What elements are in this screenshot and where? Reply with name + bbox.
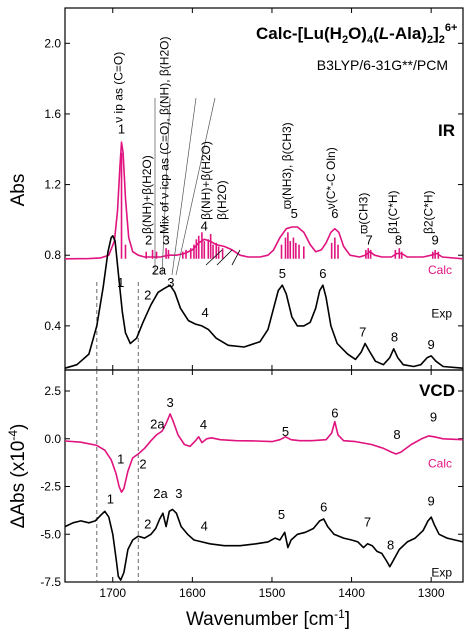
y-tick-label: 2.0 — [44, 36, 61, 50]
peak-label: 1 — [107, 492, 114, 507]
peak-label: 9 — [432, 233, 439, 248]
peak-label: 9 — [430, 410, 437, 425]
x-axis-label: Wavenumber [cm-1] — [186, 607, 350, 630]
series-line-exp — [64, 235, 464, 369]
peak-label: 2a — [152, 263, 167, 278]
peak-label: 9 — [428, 337, 435, 352]
legend-label: Exp — [431, 306, 452, 320]
vcd-dashed-guides — [96, 370, 139, 582]
assignment-label: β(NH)+β(H2O) — [140, 155, 154, 234]
series-line-calc — [64, 413, 464, 493]
x-tick-label: 1300 — [418, 586, 445, 600]
peak-label: 5 — [279, 266, 286, 281]
series-line-calc — [64, 141, 464, 260]
vcd-panel: -7.5-5.0-2.50.02.5 1700 1600 1500 1400 1300 … — [6, 369, 464, 630]
ir-panel-label: IR — [438, 121, 455, 140]
ir-chart-subtitle: B3LYP/6-31G**/PCM — [317, 57, 448, 73]
peak-label: 2 — [144, 517, 151, 532]
ir-assignment-annotations: ν ip as (C=O)β(NH)+β(H2O) Mix of ν icp as… — [111, 37, 436, 276]
peak-label: 6 — [331, 406, 338, 421]
assign-leader-line — [216, 249, 233, 266]
assignment-label: ϖ(NH3), β(CH3) — [280, 122, 294, 209]
ir-chart-title: Calc-[Lu(H2O)4(L-Ala)2]26+ — [256, 22, 457, 46]
x-tick-label: 1500 — [259, 586, 286, 600]
assignment-label: β2(C*H) — [422, 190, 436, 234]
assignment-label: β(NH)+β(H2O) — [199, 141, 213, 220]
y-tick-label: 1.6 — [44, 107, 61, 121]
assign-leader-line — [205, 249, 223, 266]
peak-label: 9 — [428, 494, 435, 509]
legend-label: Calc — [428, 263, 452, 277]
peak-label: 3 — [175, 486, 182, 501]
vcd-y-ticks: -7.5 -5.0 -2.5 0.0 2.5 — [40, 384, 463, 589]
peak-label: 6 — [331, 206, 338, 221]
y-tick-label: -2.5 — [40, 480, 61, 494]
peak-label: 4 — [201, 218, 208, 233]
peak-label: 8 — [395, 233, 402, 248]
peak-label: 7 — [359, 324, 366, 339]
vcd-plot-frame — [64, 369, 464, 583]
x-tick-label: 1600 — [179, 586, 206, 600]
x-tick-label: 1400 — [338, 586, 365, 600]
vcd-panel-label: VCD — [419, 381, 455, 400]
x-tick-label: 1700 — [99, 586, 126, 600]
assignment-label: β1(C*H) — [386, 190, 400, 234]
legend-label: Calc — [428, 457, 452, 471]
assignment-label: ν(C*-C Oln) — [324, 147, 338, 209]
y-tick-label: 0.8 — [44, 248, 61, 262]
y-tick-label: -7.5 — [40, 575, 61, 589]
assign-leader-line — [175, 97, 216, 276]
vcd-series-lines: Calc Exp — [64, 413, 464, 581]
ir-series-lines: Calc Exp — [64, 141, 464, 369]
y-tick-label: 0.4 — [44, 319, 61, 333]
assign-leader-line — [171, 97, 197, 276]
assignment-label: β(H2O) — [215, 180, 229, 220]
peak-label: 1 — [117, 452, 124, 467]
ir-calc-sticks — [120, 152, 440, 259]
peak-label: 6 — [319, 266, 326, 281]
peak-label: 8 — [391, 330, 398, 345]
peak-label: 2 — [139, 456, 146, 471]
peak-label: 3 — [167, 275, 174, 290]
vcd-x-ticks: 1700 1600 1500 1400 1300 — [99, 370, 445, 600]
series-line-exp — [64, 508, 464, 581]
peak-label: 1 — [118, 121, 125, 136]
legend-label: Exp — [431, 565, 452, 579]
ir-panel: 0.4 0.8 1.2 1.6 2.0 Calc Exp ν ip as (C=O) β(N… — [8, 7, 464, 371]
peak-label: 3 — [162, 233, 169, 248]
peak-label: 2a — [150, 416, 165, 431]
peak-label: 8 — [393, 427, 400, 442]
peak-label: 4 — [200, 417, 207, 432]
assign-leader-line — [231, 249, 241, 266]
assign-leader-line — [161, 97, 171, 276]
peak-label: 2a — [153, 486, 168, 501]
peak-label: 2 — [145, 233, 152, 248]
y-tick-label: -5.0 — [40, 527, 61, 541]
peak-label: 2 — [144, 287, 151, 302]
vcd-y-axis-label: ΔAbs (x10-4) — [6, 424, 29, 529]
y-tick-label: 2.5 — [44, 384, 61, 398]
assignment-label: ϖ(CH3) — [356, 193, 370, 234]
peak-label: 5 — [282, 424, 289, 439]
y-tick-label: 0.0 — [44, 432, 61, 446]
y-tick-label: 1.2 — [44, 178, 61, 192]
assignment-label: Mix of ν icp as (C=O), β(NH), β(H2O) — [157, 37, 171, 234]
assignment-label: ν ip as (C=O) — [111, 52, 125, 123]
peak-label: 7 — [365, 233, 372, 248]
peak-label: 8 — [387, 538, 394, 553]
ir-y-axis-label: Abs — [8, 174, 29, 207]
peak-label: 7 — [364, 515, 371, 530]
ir-y-ticks: 0.4 0.8 1.2 1.6 2.0 — [44, 8, 463, 370]
peak-label: 5 — [278, 507, 285, 522]
peak-label: 3 — [166, 395, 173, 410]
peak-label: 1 — [117, 275, 124, 290]
peak-label: 6 — [320, 499, 327, 514]
peak-label: 4 — [201, 305, 208, 320]
peak-label: 5 — [291, 206, 298, 221]
peak-label: 4 — [201, 518, 208, 533]
ir-dashed-guides — [96, 282, 139, 370]
